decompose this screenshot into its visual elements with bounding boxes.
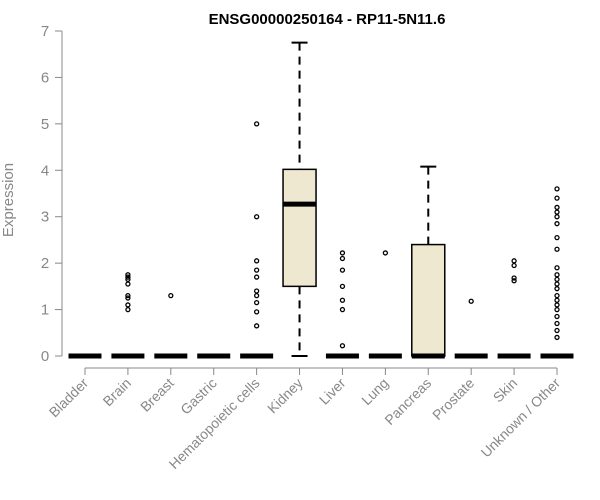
outlier-point: [554, 327, 560, 334]
outlier-point: [554, 221, 560, 227]
outlier-point: [339, 255, 346, 262]
y-tick-label: 6: [41, 69, 49, 86]
outlier-point: [554, 306, 560, 313]
y-axis-ticks: 0 1 2 3 4 5 6 7: [41, 23, 62, 365]
outlier-point: [554, 292, 560, 299]
outlier-point: [554, 276, 560, 283]
outlier-point: [382, 250, 389, 256]
outlier-point: [253, 267, 260, 273]
outlier-point: [253, 309, 260, 315]
box-brain: [111, 272, 145, 359]
outlier-point: [554, 286, 560, 292]
outlier-point: [253, 292, 260, 299]
category-label: Kidney: [264, 375, 306, 417]
outlier-point: [554, 195, 560, 201]
box-kidney: [282, 41, 317, 357]
outlier-point: [339, 306, 346, 313]
chart-title: ENSG00000250164 - RP11-5N11.6: [209, 11, 446, 28]
outlier-point: [554, 204, 560, 211]
outlier-point: [253, 121, 260, 127]
category-label: Liver: [316, 375, 349, 408]
box-lung: [368, 250, 402, 359]
outlier-point: [511, 275, 517, 281]
box-pancreas: [411, 165, 446, 359]
outlier-point: [554, 272, 560, 278]
box-liver: [325, 250, 359, 359]
category-label: Pancreas: [381, 375, 434, 428]
box-prostate: [454, 298, 488, 359]
outlier-point: [125, 306, 131, 313]
category-label: Unknown / Other: [478, 375, 564, 461]
outlier-point: [554, 246, 560, 252]
box-iqr: [411, 243, 446, 357]
outlier-point: [253, 288, 260, 294]
y-tick-label: 3: [41, 209, 49, 226]
y-tick-label: 1: [41, 302, 49, 319]
outlier-point: [554, 320, 560, 327]
category-label: Skin: [490, 375, 521, 406]
outlier-point: [511, 262, 517, 269]
outlier-point: [554, 313, 560, 320]
outlier-point: [511, 278, 517, 284]
outlier-point: [468, 298, 474, 304]
outlier-point: [253, 214, 260, 220]
box-iqr: [282, 168, 317, 288]
box-unknown-other: [540, 186, 574, 359]
outlier-point: [125, 295, 131, 301]
outlier-point: [554, 302, 560, 308]
category-label: Breast: [137, 375, 177, 415]
outlier-point: [339, 267, 346, 273]
outlier-point: [168, 292, 174, 299]
outlier-point: [554, 209, 560, 215]
outlier-point: [554, 214, 560, 220]
outlier-point: [125, 274, 131, 280]
y-tick-label: 4: [41, 162, 49, 179]
outlier-point: [253, 323, 260, 329]
category-label: Bladder: [46, 375, 92, 421]
y-tick-label: 5: [41, 116, 49, 133]
category-label: Brain: [100, 375, 134, 409]
outlier-point: [511, 258, 517, 264]
outlier-point: [339, 297, 346, 303]
outlier-point: [554, 186, 560, 192]
box-breast: [154, 292, 188, 359]
outlier-point: [125, 281, 131, 287]
outlier-point: [554, 281, 560, 287]
y-tick-label: 2: [41, 255, 49, 272]
outlier-point: [125, 292, 131, 299]
y-tick-label: 7: [41, 23, 49, 40]
y-tick-label: 0: [41, 348, 49, 365]
outlier-point: [554, 265, 560, 271]
category-label: Prostate: [429, 375, 477, 423]
outlier-point: [339, 250, 346, 256]
outlier-point: [253, 274, 260, 280]
outlier-point: [339, 343, 346, 349]
outlier-point: [253, 258, 260, 264]
category-label: Gastric: [177, 375, 220, 418]
outlier-point: [253, 299, 260, 306]
outlier-point: [554, 334, 560, 341]
y-axis-label: Expression: [0, 163, 17, 237]
box-hematopoietic-cells: [240, 121, 274, 359]
box-skin: [497, 258, 531, 359]
outlier-point: [339, 283, 346, 290]
outlier-point: [554, 234, 560, 241]
outlier-point: [125, 272, 131, 278]
box-series: [68, 41, 574, 359]
outlier-point: [554, 297, 560, 303]
outlier-point: [125, 302, 131, 308]
category-label: Lung: [358, 375, 391, 408]
